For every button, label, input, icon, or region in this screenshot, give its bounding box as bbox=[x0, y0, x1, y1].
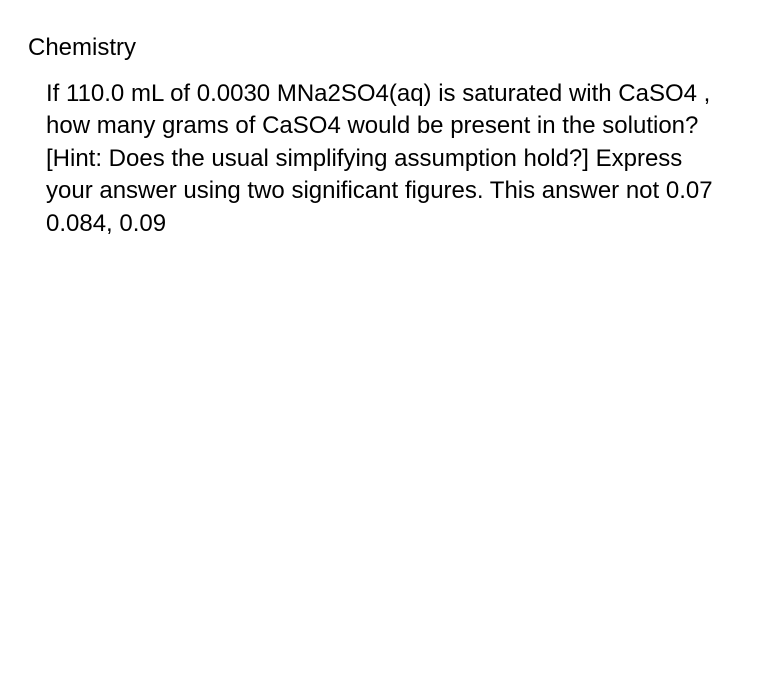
question-text: If 110.0 mL of 0.0030 MNa2SO4(aq) is sat… bbox=[28, 78, 742, 240]
subject-title: Chemistry bbox=[28, 34, 742, 62]
